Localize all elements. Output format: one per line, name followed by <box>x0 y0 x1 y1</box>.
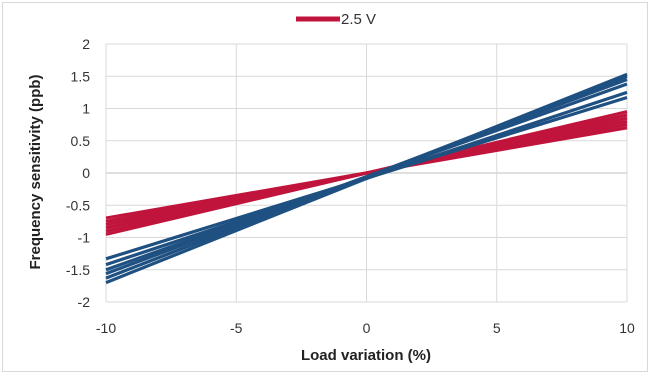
x-tick-label: 5 <box>493 320 501 336</box>
x-tick-label: 10 <box>619 320 635 336</box>
legend-label-2-5v: 2.5 V <box>341 11 376 28</box>
y-tick-label: 0.5 <box>71 133 91 149</box>
y-tick-label: -0.5 <box>66 197 90 213</box>
grid-layer <box>105 43 628 303</box>
legend: 2.5 V <box>296 11 376 28</box>
y-tick-label: 1 <box>82 101 90 117</box>
chart-frame <box>2 2 648 372</box>
x-tick-label: 0 <box>363 320 371 336</box>
y-axis-title: Frequency sensitivity (ppb) <box>27 74 44 269</box>
y-tick-label: 1.5 <box>71 68 91 84</box>
x-axis-title: Load variation (%) <box>301 347 431 364</box>
x-tick-label: -10 <box>96 320 116 336</box>
y-tick-label: 0 <box>82 165 90 181</box>
y-tick-label: 2 <box>82 36 90 52</box>
x-tick-label: -5 <box>230 320 243 336</box>
series-layer <box>105 72 628 285</box>
y-tick-label: -1 <box>78 230 91 246</box>
ticks-layer: 2 1.5 1 0.5 0 -0.5 -1 -1.5 -2 -10 -5 0 5 10 <box>66 36 635 336</box>
series-line-12 <box>105 72 628 285</box>
y-tick-label: -2 <box>78 294 91 310</box>
y-tick-label: -1.5 <box>66 262 90 278</box>
series-line-6 <box>105 110 628 236</box>
